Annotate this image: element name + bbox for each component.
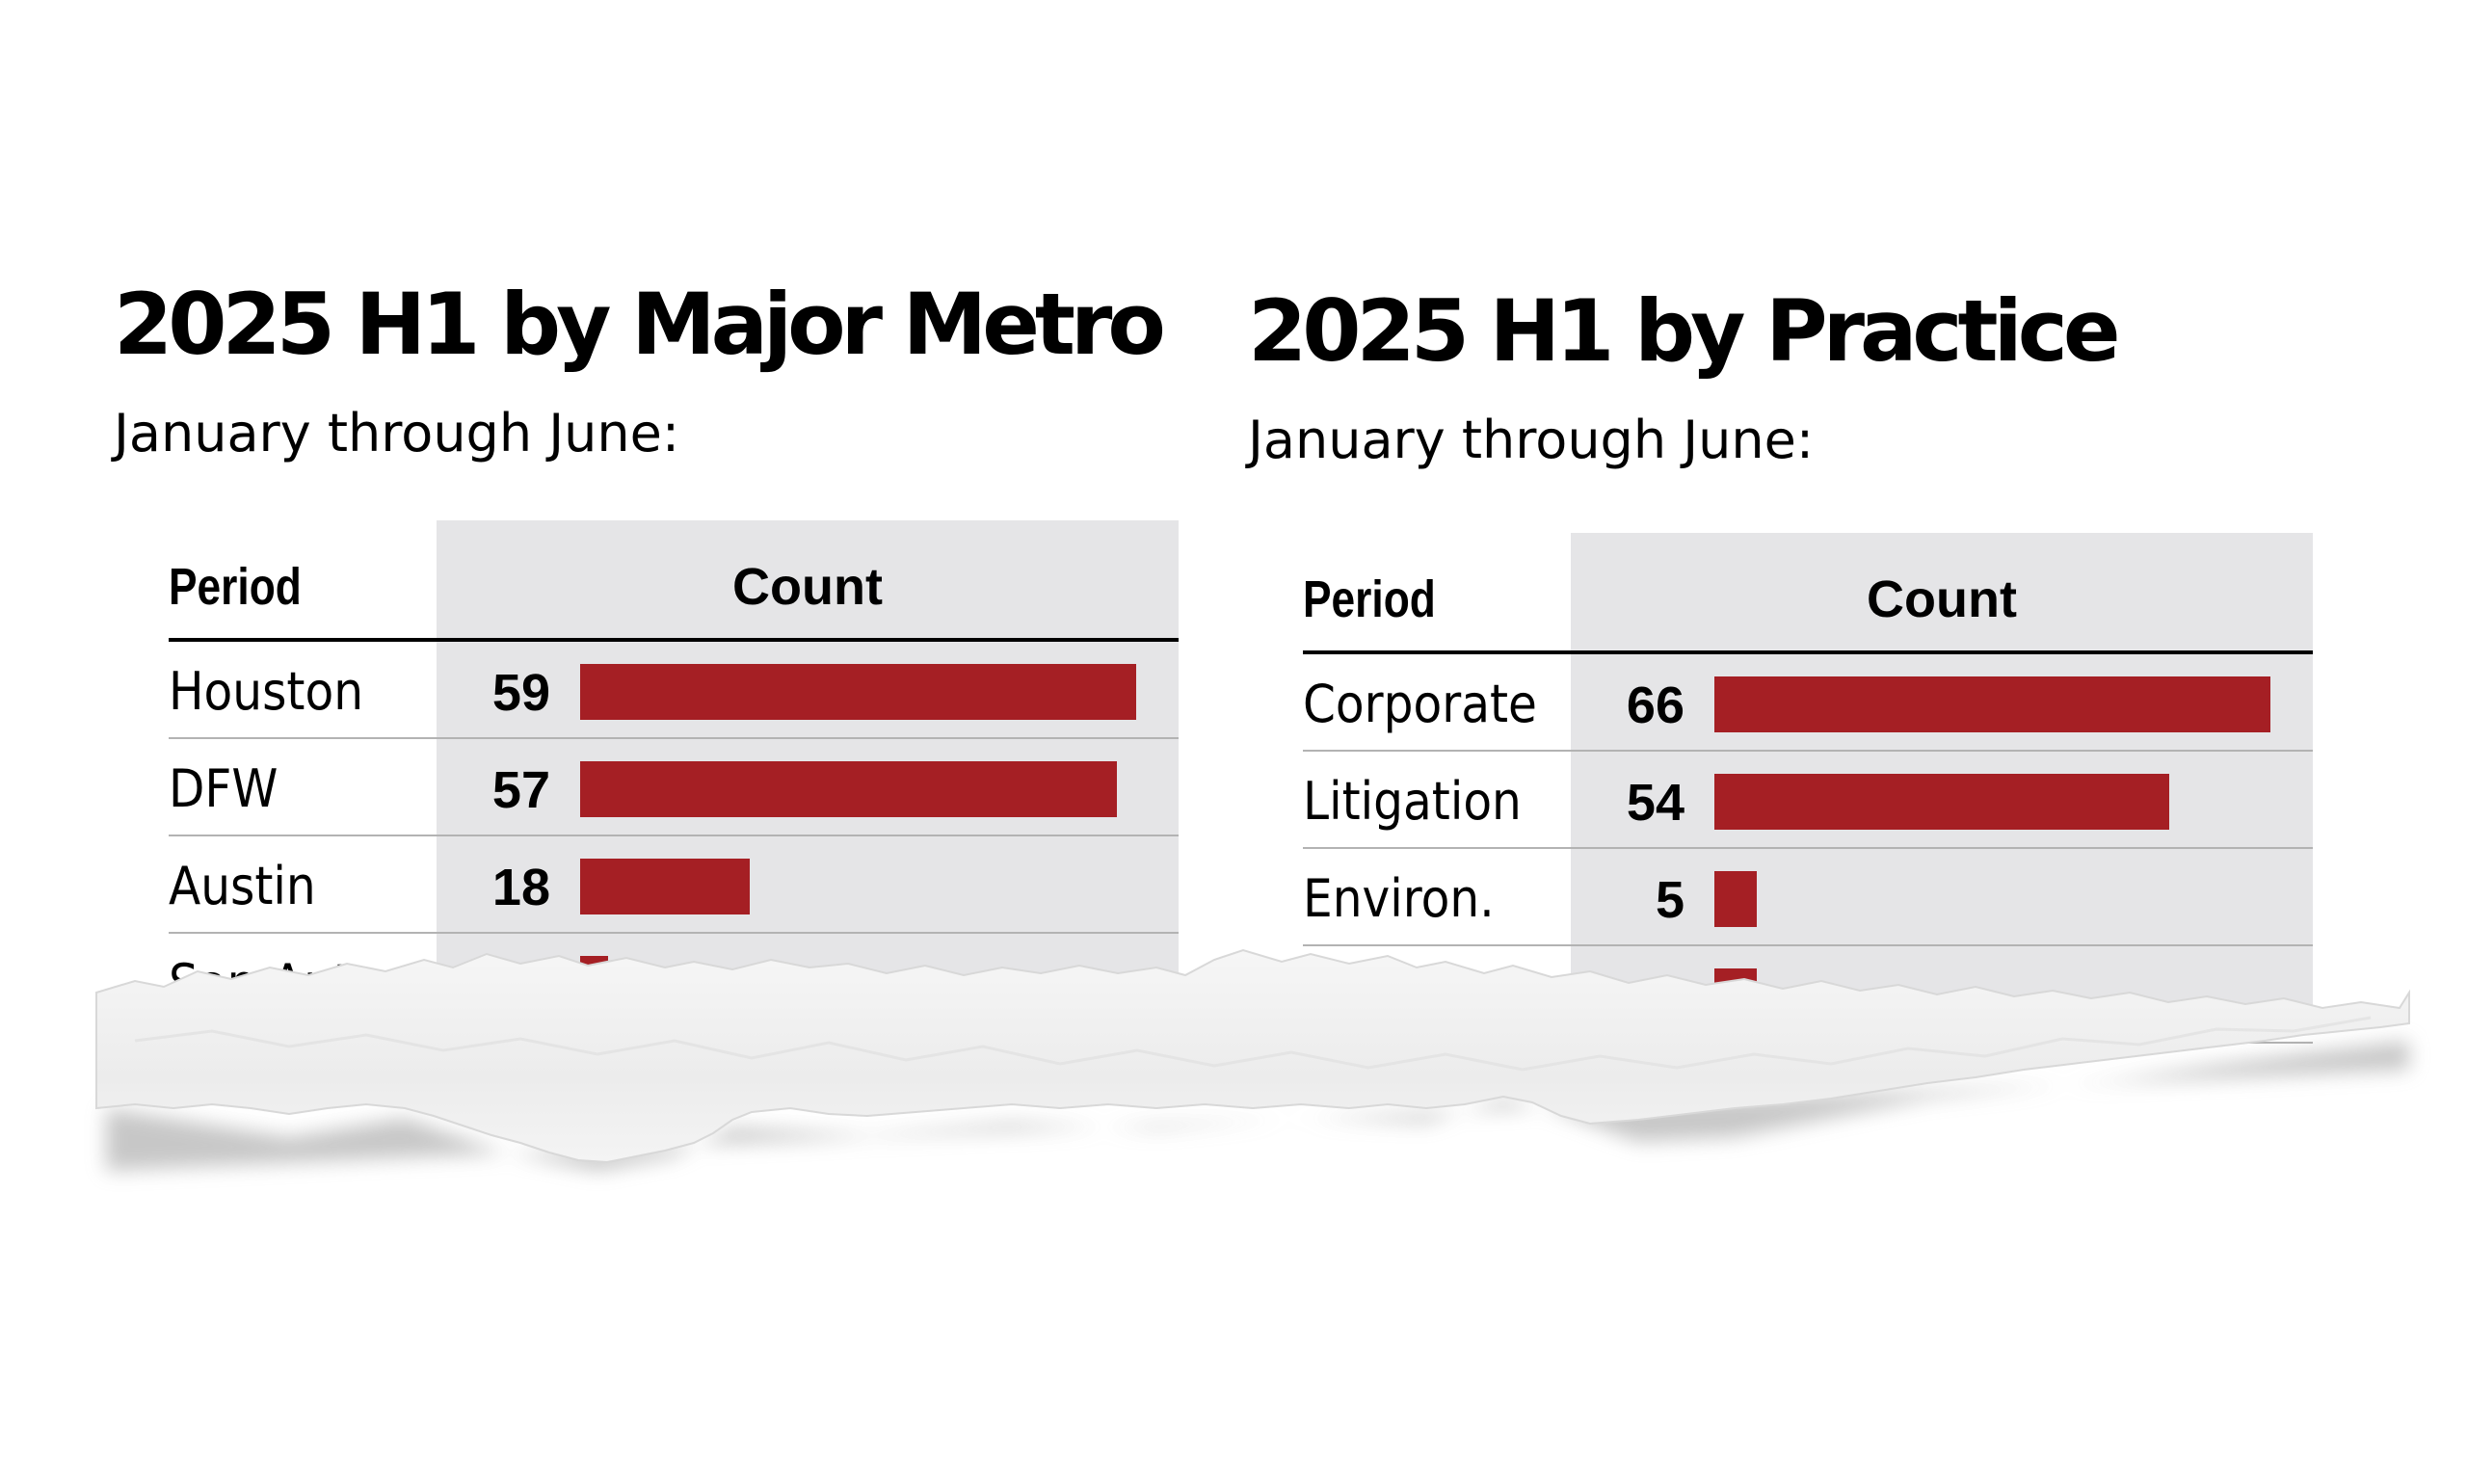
bar (580, 956, 609, 1012)
table-row: Environ. 5 (1303, 849, 2313, 946)
table-row: DFW 57 (169, 739, 1179, 836)
table-header: Period Count (1303, 533, 2313, 654)
chart-title: 2025 H1 by Practice (1248, 281, 2121, 381)
chart-subtitle: January through June: (1248, 410, 1815, 470)
table-row: Corporate 66 (1303, 654, 2313, 752)
row-category-label: DFW (169, 758, 279, 819)
table-row: 5 (1303, 946, 2313, 1044)
chart-subtitle: January through June: (114, 403, 680, 464)
row-value-label: 59 (491, 664, 550, 722)
row-category-label: Corporate (1303, 674, 1537, 734)
row-category-label: Environ. (1303, 868, 1495, 929)
row-rule (169, 1029, 1179, 1031)
column-header-period: Period (169, 558, 302, 616)
row-value-label: 5 (1655, 871, 1684, 929)
header-rule (169, 638, 1179, 642)
row-rule (169, 932, 1179, 934)
table-row: Litigation 54 (1303, 752, 2313, 849)
chart-panel-practice: 2025 H1 by Practice January through June… (1248, 0, 2327, 1484)
table-row: San Ant... 3 (169, 934, 1179, 1031)
row-category-label: San Ant... (169, 953, 397, 1014)
row-rule (1303, 944, 2313, 946)
bar (1714, 968, 1757, 1024)
row-value-label: 5 (1655, 968, 1684, 1026)
bar (1714, 774, 2170, 830)
chart-title: 2025 H1 by Major Metro (114, 275, 1166, 374)
row-category-label: Litigation (1303, 771, 1522, 832)
row-rule (1303, 847, 2313, 849)
table-header: Period Count (169, 520, 1179, 642)
column-header-count: Count (732, 558, 883, 616)
row-rule (1303, 1042, 2313, 1044)
row-category-label: Austin (169, 856, 316, 916)
row-rule (169, 737, 1179, 739)
header-rule (1303, 650, 2313, 654)
bar (1714, 871, 1757, 927)
bar (580, 859, 751, 914)
row-category-label: Houston (169, 661, 363, 722)
row-value-label: 57 (491, 761, 550, 819)
bar (1714, 676, 2270, 732)
row-value-label: 66 (1626, 676, 1684, 734)
chart-panel-metro: 2025 H1 by Major Metro January through J… (114, 0, 1193, 1484)
row-value-label: 3 (520, 956, 550, 1014)
row-rule (1303, 750, 2313, 752)
row-rule (169, 835, 1179, 836)
column-header-count: Count (1867, 570, 2017, 628)
row-value-label: 54 (1626, 774, 1684, 832)
column-header-period: Period (1303, 570, 1436, 628)
table-row: Houston 59 (169, 642, 1179, 739)
table-row: Austin 18 (169, 836, 1179, 934)
bar (580, 664, 1136, 720)
bar (580, 761, 1118, 817)
row-value-label: 18 (491, 859, 550, 916)
